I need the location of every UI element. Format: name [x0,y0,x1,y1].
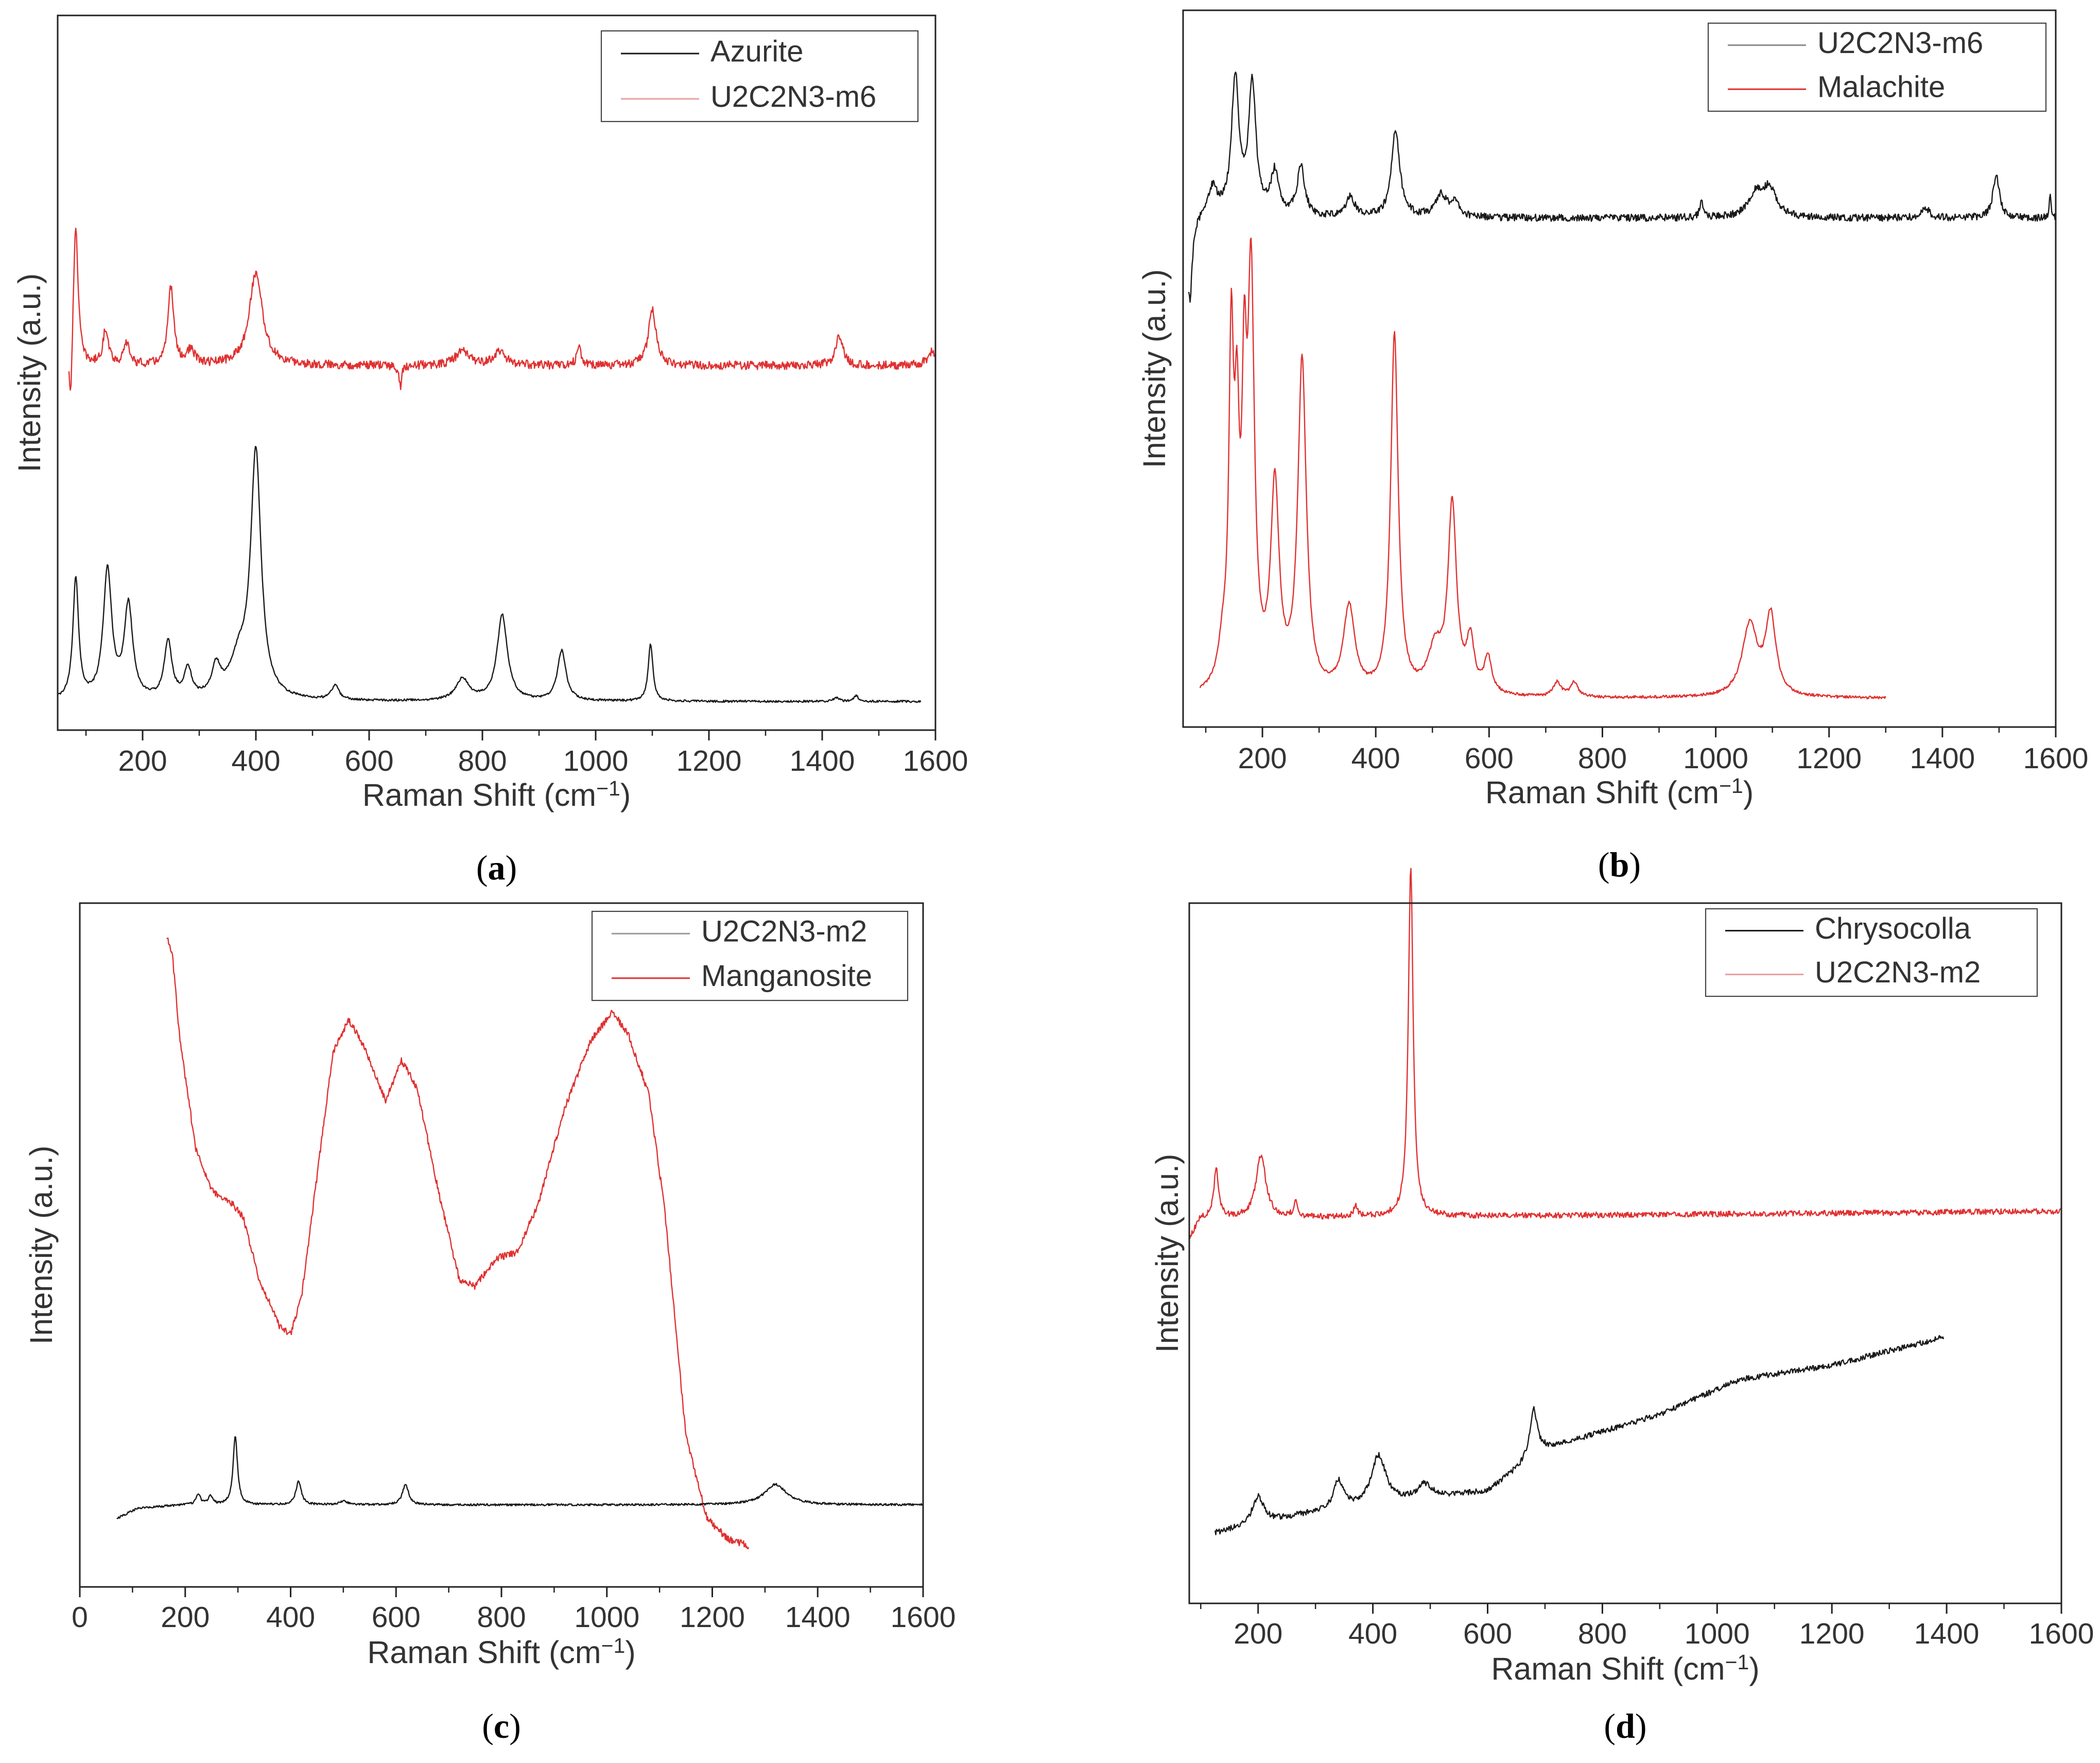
x-tick-label: 600 [344,745,393,777]
series-line-malachite [1199,237,1886,700]
chart-panel-a: 200 400 600 800 1000 1200 1400 1600 Raman Shift … [12,14,968,887]
x-tick-label: 200 [118,745,167,777]
chart-panel-b: 200 400 600 800 1000 1200 1400 1600 Raman Shift … [1137,9,2089,884]
legend-label: U2C2N3-m6 [1817,26,1983,60]
legend-label: U2C2N3-m2 [701,915,867,948]
chart-panel-d: 200 400 600 800 1000 1200 1400 1600 Raman Shift … [1150,868,2094,1745]
panel-caption: (a) [476,848,517,887]
legend-label: Azurite [710,34,804,68]
y-axis-label: Intensity (a.u.) [1150,1154,1185,1353]
x-tick-label: 1600 [891,1601,956,1634]
legend: U2C2N3-m2 Manganosite [591,910,909,1001]
x-tick-label: 400 [1348,1617,1397,1650]
legend: Azurite U2C2N3-m6 [600,30,919,123]
series-line-u2c2n3-m6 [1188,72,2056,303]
x-tick-label: 0 [72,1601,88,1634]
chart-panel-c: 0 200 400 600 800 1000 1200 1400 1600 Raman Shift… [24,902,956,1745]
x-tick-label: 1400 [790,745,855,777]
legend-label: Manganosite [701,959,872,993]
legend-box [591,910,909,1001]
x-tick-label: 1400 [785,1601,851,1634]
x-tick-label: 1000 [1683,742,1748,775]
x-axis-label: Raman Shift (cm−1) [1491,1650,1759,1686]
x-tick-label: 1000 [574,1601,639,1634]
x-tick-label: 1000 [563,745,629,777]
legend: U2C2N3-m6 Malachite [1707,22,2047,112]
plot-frame [57,14,936,731]
legend-label: U2C2N3-m2 [1815,956,1981,989]
x-axis-label: Raman Shift (cm−1) [367,1634,635,1670]
legend-label: Chrysocolla [1815,912,1971,945]
series-line-chrysocolla [1214,1335,1945,1535]
x-tick-label: 400 [266,1601,315,1634]
panel-caption: (b) [1598,845,1641,884]
x-tick-label: 1400 [1914,1617,1980,1650]
y-axis-label: Intensity (a.u.) [12,273,47,473]
x-tick-label: 1200 [1796,742,1862,775]
x-tick-label: 800 [1578,742,1627,775]
x-axis-label: Raman Shift (cm−1) [1485,774,1754,810]
x-axis-label: Raman Shift (cm−1) [362,776,631,813]
legend: Chrysocolla U2C2N3-m2 [1705,908,2038,997]
x-tick-label: 600 [1463,1617,1512,1650]
y-axis-label: Intensity (a.u.) [1137,269,1172,469]
series-line-u2c2n3-m2 [116,1436,923,1519]
x-tick-label: 1000 [1685,1617,1750,1650]
series-line-u2c2n3-m2 [1188,868,2061,1239]
x-tick-label: 800 [1578,1617,1627,1650]
x-tick-label: 1400 [1910,742,1975,775]
plot-frame [1182,9,2057,728]
y-axis-label: Intensity (a.u.) [24,1146,59,1345]
x-tick-label: 1200 [1799,1617,1865,1650]
x-tick-label: 1200 [680,1601,745,1634]
plot-frame [1188,902,2062,1604]
x-tick-label: 800 [477,1601,526,1634]
legend-label: Malachite [1817,71,1945,104]
x-tick-label: 1600 [2023,742,2089,775]
x-tick-label: 1200 [676,745,742,777]
x-tick-label: 200 [161,1601,210,1634]
panel-caption: (d) [1604,1706,1646,1745]
x-tick-label: 800 [458,745,507,777]
x-tick-label: 600 [1465,742,1514,775]
legend-box [1707,22,2047,112]
x-tick-label: 600 [372,1601,421,1634]
series-line-azurite [57,446,922,703]
x-tick-label: 1600 [2029,1617,2094,1650]
legend-box [1705,908,2038,997]
series-line-u2c2n3-m6 [68,228,935,391]
x-tick-label: 200 [1234,1617,1282,1650]
plot-frame [79,902,924,1588]
x-tick-label: 1600 [903,745,968,777]
legend-label: U2C2N3-m6 [710,80,876,113]
panel-caption: (c) [482,1706,521,1745]
x-tick-label: 400 [1351,742,1400,775]
legend-box [600,30,919,123]
series-line-manganosite [166,937,750,1549]
x-tick-label: 200 [1238,742,1287,775]
x-tick-label: 400 [231,745,280,777]
